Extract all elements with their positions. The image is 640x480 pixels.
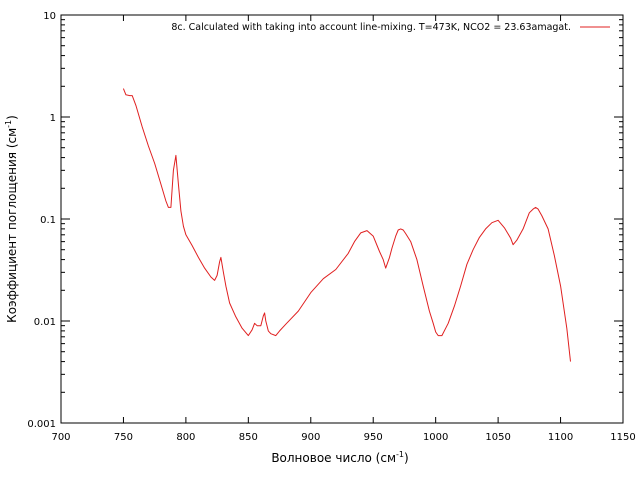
x-tick-label: 900	[301, 432, 320, 443]
y-tick-label: 1	[50, 113, 56, 124]
x-tick-label: 1000	[423, 432, 448, 443]
x-tick-label: 850	[239, 432, 258, 443]
series-line-0	[122, 88, 571, 362]
y-tick-label: 0.1	[40, 215, 56, 226]
x-tick-label: 800	[176, 432, 195, 443]
y-axis: 0.001 0.01 0.1 1 10	[27, 11, 623, 430]
series-layer	[122, 88, 571, 362]
legend: 8c. Calculated with taking into account …	[171, 22, 610, 33]
y-tick-label: 0.001	[27, 419, 56, 430]
x-tick-label: 1100	[548, 432, 573, 443]
y-tick-label: 0.01	[34, 317, 56, 328]
x-tick-label: 700	[51, 432, 70, 443]
y-axis-title: Коэффициент поглощения (см-1)	[4, 115, 19, 323]
y-tick-label: 10	[43, 11, 56, 22]
x-tick-label: 750	[114, 432, 133, 443]
x-tick-label: 950	[364, 432, 383, 443]
x-tick-label: 1150	[610, 432, 635, 443]
x-axis-title: Волновое число (см-1)	[271, 450, 408, 465]
plot-frame	[60, 14, 624, 424]
legend-label: 8c. Calculated with taking into account …	[171, 22, 571, 33]
x-tick-label: 1050	[485, 432, 510, 443]
